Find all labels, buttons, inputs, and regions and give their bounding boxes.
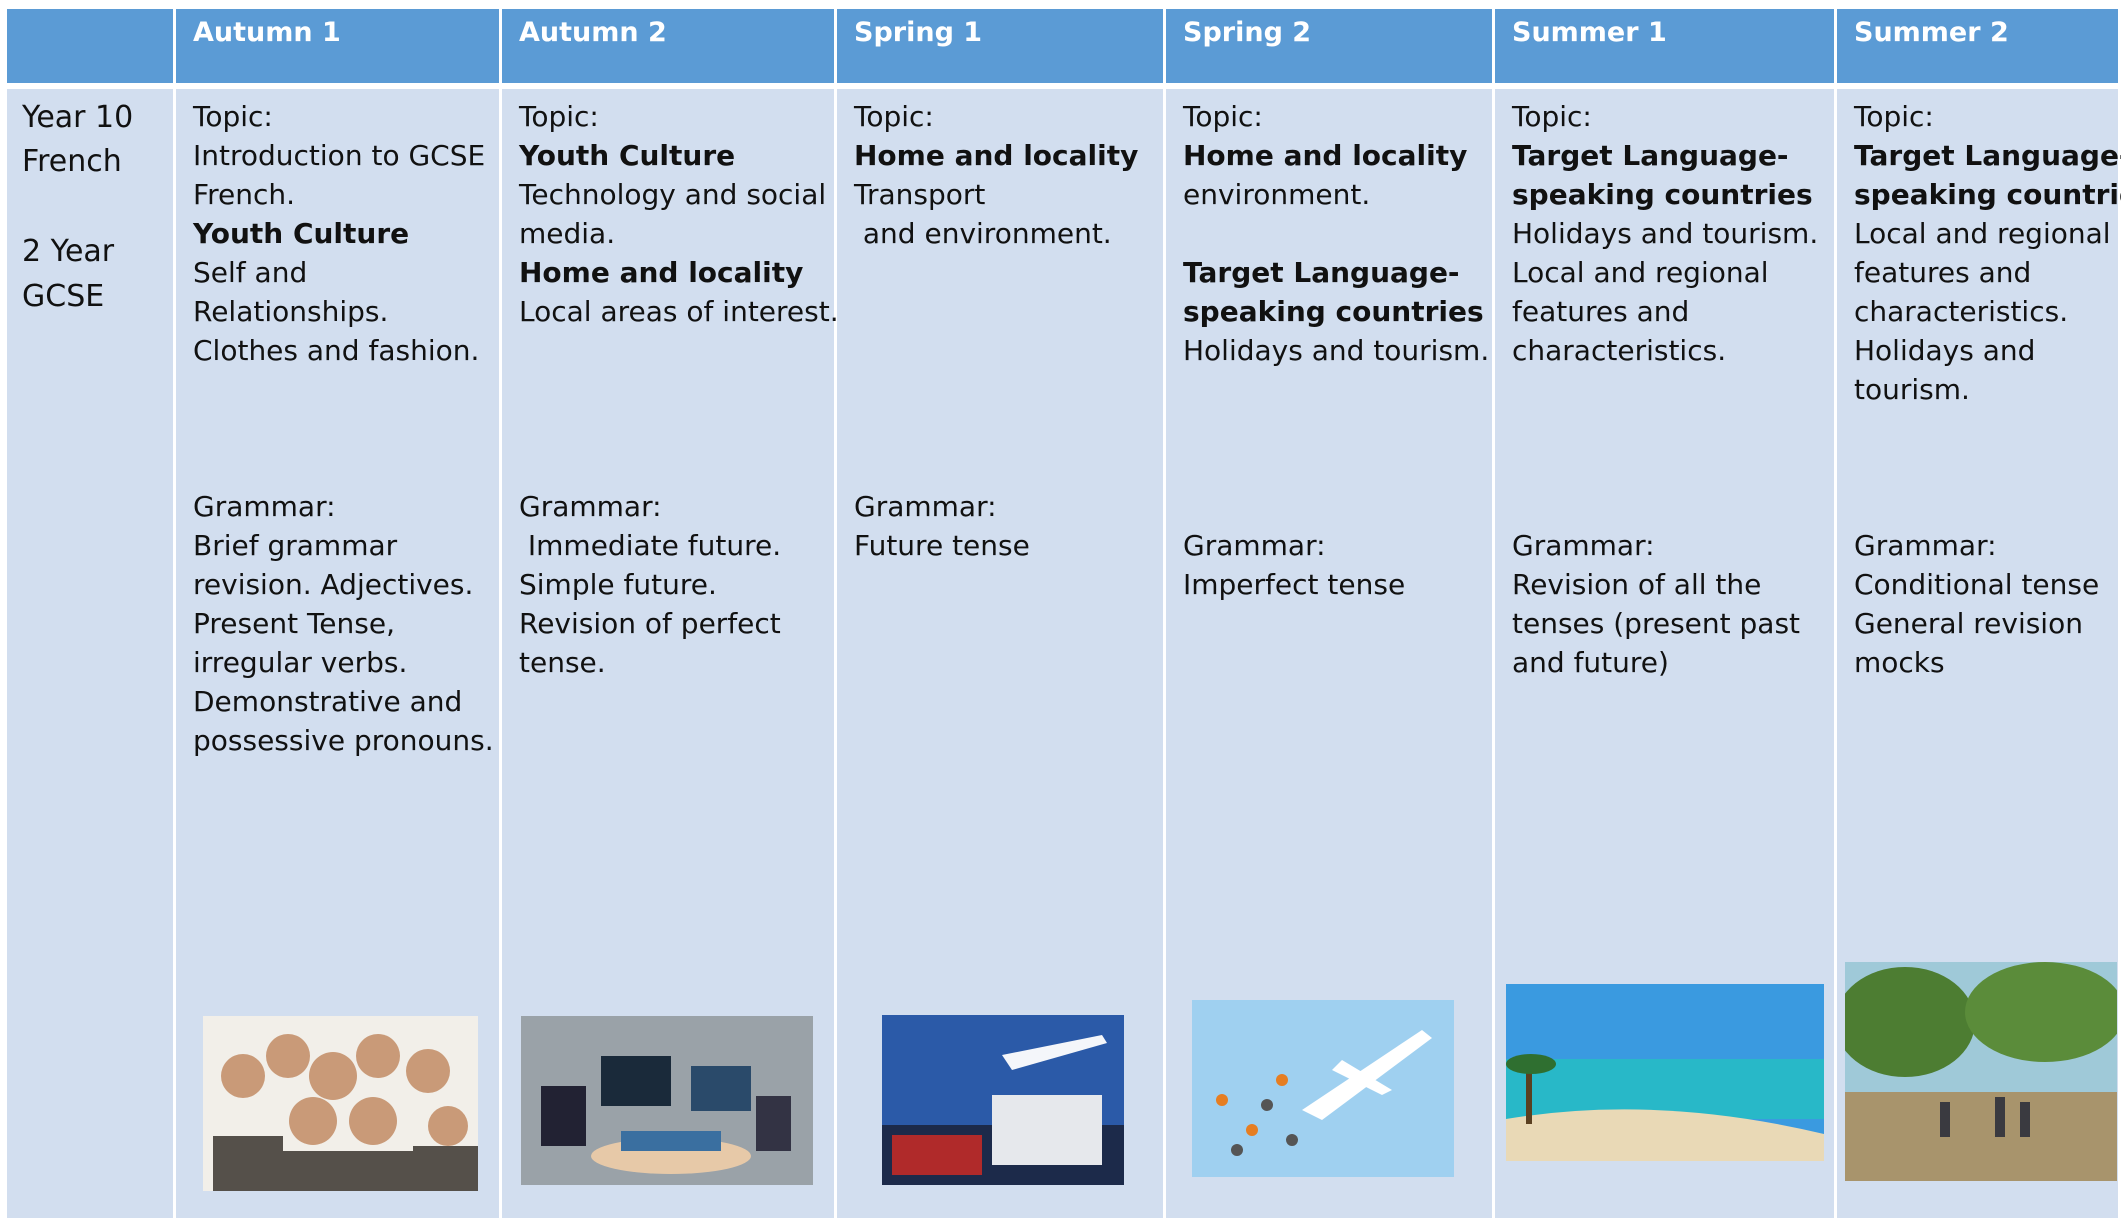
topic-line: speaking countries	[1512, 178, 1813, 211]
park-photo	[1845, 962, 2117, 1181]
topic-line: Transport	[854, 178, 986, 211]
topic-line: Home and locality	[1183, 139, 1468, 172]
grammar-line: Demonstrative and	[193, 685, 463, 718]
technology-photo	[521, 1016, 813, 1185]
grammar-line: revision. Adjectives.	[193, 568, 474, 601]
topic-line: media.	[519, 217, 616, 250]
topic-line: Local and regional	[1512, 256, 1769, 289]
topic-line: Clothes and fashion.	[193, 334, 480, 367]
header-cell	[1837, 9, 2118, 83]
grammar-line: tense.	[519, 646, 606, 679]
topic-line: Holidays and	[1854, 334, 2036, 367]
header-cell	[7, 9, 173, 83]
grammar-line: Revision of all the	[1512, 568, 1762, 601]
topic-label: Topic:	[193, 100, 273, 133]
topic-line: Home and locality	[854, 139, 1139, 172]
grammar-line: General revision	[1854, 607, 2083, 640]
topic-label: Topic:	[519, 100, 599, 133]
header-cell	[1166, 9, 1492, 83]
transport-photo	[882, 1015, 1124, 1185]
topic-line: Home and locality	[519, 256, 804, 289]
topic-line: and environment.	[854, 217, 1112, 250]
topic-label: Topic:	[1512, 100, 1592, 133]
topic-line: Self and	[193, 256, 308, 289]
grammar-label: Grammar:	[1854, 529, 1997, 562]
header-cell	[176, 9, 499, 83]
grammar-label: Grammar:	[1183, 529, 1326, 562]
topic-line: Youth Culture	[519, 139, 736, 172]
topic-label: Topic:	[1183, 100, 1263, 133]
row-label: French	[22, 144, 122, 179]
grammar-line: Brief grammar	[193, 529, 398, 562]
beach-photo	[1506, 984, 1824, 1161]
topic-line: Target Language-	[1183, 256, 1460, 289]
grammar-line: Conditional tense	[1854, 568, 2100, 601]
header-cell	[837, 9, 1163, 83]
grammar-label: Grammar:	[519, 490, 662, 523]
grammar-line: mocks	[1854, 646, 1945, 679]
people-photo	[203, 1016, 478, 1191]
topic-line: Holidays and tourism.	[1183, 334, 1490, 367]
grammar-line: and future)	[1512, 646, 1669, 679]
grammar-line: Immediate future.	[519, 529, 782, 562]
topic-line: environment.	[1183, 178, 1371, 211]
topic-line: Target Language-	[1854, 139, 2121, 172]
column-header: Spring 1	[854, 17, 983, 48]
topic-line: Introduction to GCSE	[193, 139, 486, 172]
grammar-label: Grammar:	[193, 490, 336, 523]
topic-line: characteristics.	[1854, 295, 2069, 328]
grammar-line: Revision of perfect	[519, 607, 781, 640]
topic-line: characteristics.	[1512, 334, 1727, 367]
grammar-line: tenses (present past	[1512, 607, 1801, 640]
row-label-cell	[7, 89, 173, 1218]
topic-line: French.	[193, 178, 295, 211]
topic-line: Local areas of interest.	[519, 295, 839, 328]
grammar-line: Present Tense,	[193, 607, 395, 640]
topic-line: Youth Culture	[193, 217, 410, 250]
topic-line: Holidays and tourism.	[1512, 217, 1819, 250]
row-label: 2 Year	[22, 234, 115, 269]
column-header: Autumn 1	[193, 17, 341, 48]
travel-icons	[1192, 1000, 1454, 1177]
topic-line: features and	[1512, 295, 1690, 328]
topic-line: speaking countries	[1854, 178, 2121, 211]
topic-label: Topic:	[1854, 100, 1934, 133]
grammar-label: Grammar:	[854, 490, 997, 523]
grammar-line: Simple future.	[519, 568, 717, 601]
row-label: GCSE	[22, 279, 105, 314]
topic-line: tourism.	[1854, 373, 1970, 406]
grammar-line: Imperfect tense	[1183, 568, 1406, 601]
grammar-line: possessive pronouns.	[193, 724, 494, 757]
topic-line: Relationships.	[193, 295, 389, 328]
topic-line: Technology and social	[519, 178, 827, 211]
column-header: Spring 2	[1183, 17, 1312, 48]
topic-line: Target Language-	[1512, 139, 1789, 172]
column-header: Summer 1	[1512, 17, 1667, 48]
topic-label: Topic:	[854, 100, 934, 133]
topic-line: features and	[1854, 256, 2032, 289]
row-label: Year 10	[22, 100, 134, 135]
grammar-line: irregular verbs.	[193, 646, 408, 679]
topic-line: Local and regional	[1854, 217, 2111, 250]
grammar-label: Grammar:	[1512, 529, 1655, 562]
header-cell	[502, 9, 834, 83]
topic-line: speaking countries	[1183, 295, 1484, 328]
column-header: Summer 2	[1854, 17, 2009, 48]
header-cell	[1495, 9, 1834, 83]
grammar-line: Future tense	[854, 529, 1030, 562]
column-header: Autumn 2	[519, 17, 667, 48]
